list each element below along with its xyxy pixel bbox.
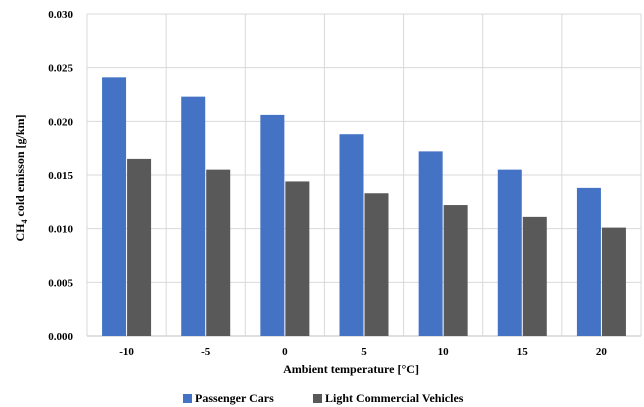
legend-swatch-light-commercial-vehicles <box>313 394 322 403</box>
bar-passenger-cars--10 <box>102 77 127 337</box>
y-axis-title-suffix: cold emisson [g/km] <box>13 114 27 219</box>
y-axis-title-prefix: CH <box>13 223 27 242</box>
y-tick-label: 0.000 <box>48 331 73 343</box>
bar-light-commercial-vehicles-15 <box>522 216 547 336</box>
bar-light-commercial-vehicles-5 <box>364 193 389 336</box>
x-tick-label: 5 <box>361 346 367 358</box>
x-tick-label: 20 <box>596 346 608 358</box>
bar-passenger-cars-0 <box>260 114 285 336</box>
x-tick-label: -5 <box>201 346 211 358</box>
bar-passenger-cars-15 <box>497 169 522 336</box>
y-tick-labels: 0.000 0.005 0.010 0.015 0.020 0.025 0.030 <box>48 9 73 343</box>
legend-label-passenger-cars: Passenger Cars <box>195 391 274 405</box>
bar-passenger-cars--5 <box>181 96 206 336</box>
legend-label-light-commercial-vehicles: Light Commercial Vehicles <box>325 391 464 405</box>
x-tick-label: 15 <box>517 346 529 358</box>
x-tick-label: 10 <box>438 346 450 358</box>
y-tick-label: 0.010 <box>48 224 73 236</box>
bar-light-commercial-vehicles-10 <box>443 205 468 336</box>
y-tick-label: 0.030 <box>48 9 73 21</box>
x-tick-labels: -10 -5 0 5 10 15 20 <box>119 346 607 358</box>
bar-light-commercial-vehicles--10 <box>127 158 152 336</box>
x-axis-title: Ambient temperature [°C] <box>283 362 419 376</box>
bar-passenger-cars-5 <box>339 134 364 336</box>
x-tick-label: -10 <box>119 346 134 358</box>
legend: Passenger Cars Light Commercial Vehicles <box>183 391 464 405</box>
gridlines <box>86 13 642 337</box>
legend-swatch-passenger-cars <box>183 394 192 403</box>
bar-passenger-cars-20 <box>576 187 601 336</box>
y-tick-label: 0.005 <box>48 277 73 289</box>
bar-light-commercial-vehicles--5 <box>206 169 231 336</box>
y-axis-title: CH4 cold emisson [g/km] <box>13 114 29 241</box>
bar-light-commercial-vehicles-20 <box>601 227 626 336</box>
y-tick-label: 0.025 <box>48 63 73 75</box>
y-axis-title-subscript: 4 <box>20 220 29 224</box>
bar-light-commercial-vehicles-0 <box>285 181 310 336</box>
x-tick-label: 0 <box>282 346 288 358</box>
y-tick-label: 0.015 <box>48 170 73 182</box>
bar-passenger-cars-10 <box>418 151 443 336</box>
y-tick-label: 0.020 <box>48 116 73 128</box>
bars <box>102 77 626 337</box>
